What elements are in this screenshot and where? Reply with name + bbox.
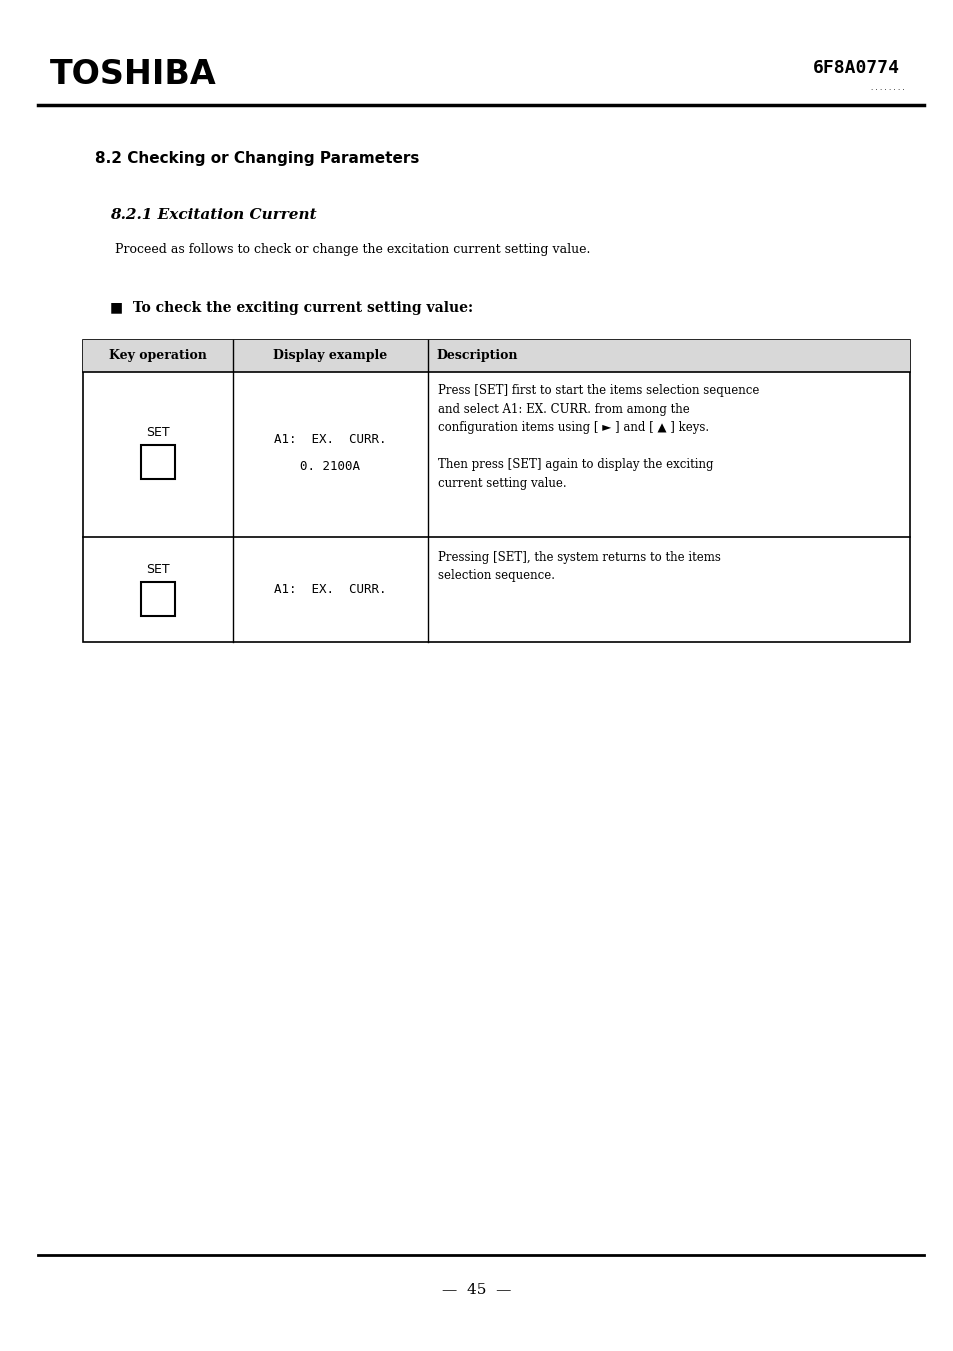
Text: . . . . . . . .: . . . . . . . . [870,85,904,91]
Text: Proceed as follows to check or change the excitation current setting value.: Proceed as follows to check or change th… [115,243,590,257]
Text: Pressing [SET], the system returns to the items
selection sequence.: Pressing [SET], the system returns to th… [437,551,720,582]
Text: —  45  —: — 45 — [442,1283,511,1297]
Text: Description: Description [436,350,517,362]
Text: ■  To check the exciting current setting value:: ■ To check the exciting current setting … [110,301,473,315]
Text: 6F8A0774: 6F8A0774 [812,59,899,77]
Text: 8.2 Checking or Changing Parameters: 8.2 Checking or Changing Parameters [95,150,419,166]
Text: SET: SET [146,563,170,576]
Bar [141,444,174,478]
Bar [141,581,174,616]
Text: Press [SET] first to start the items selection sequence
and select A1: EX. CURR.: Press [SET] first to start the items sel… [437,384,759,489]
Text: A1:  EX.  CURR.: A1: EX. CURR. [274,584,386,596]
Text: TOSHIBA: TOSHIBA [50,58,216,92]
Text: 0. 2100A: 0. 2100A [300,459,360,473]
Text: Key operation: Key operation [109,350,207,362]
Bar [83,340,909,642]
Text: A1:  EX.  CURR.: A1: EX. CURR. [274,434,386,446]
Bar [83,340,909,372]
Text: 8.2.1 Excitation Current: 8.2.1 Excitation Current [110,208,316,222]
Text: Display example: Display example [274,350,387,362]
Text: SET: SET [146,426,170,439]
